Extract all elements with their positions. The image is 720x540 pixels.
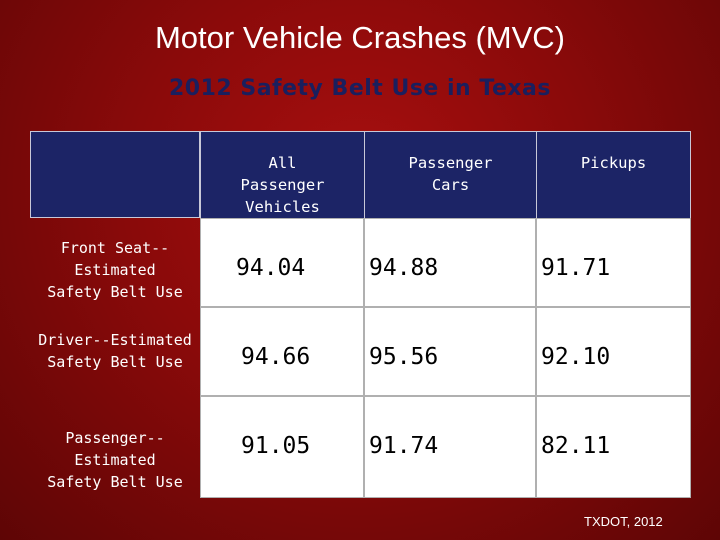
header-pickups: Pickups [536, 131, 691, 218]
cell-front-seat-pickups: 91.71 [536, 218, 691, 307]
header-line: Vehicles [245, 198, 320, 216]
safety-belt-table: All Passenger Vehicles Passenger Cars Pi… [30, 131, 691, 498]
cell-passenger-all: 91.05 [200, 396, 364, 498]
cell-front-seat-cars: 94.88 [364, 218, 536, 307]
header-passenger-cars: Passenger Cars [364, 131, 536, 218]
slide-title: Motor Vehicle Crashes (MVC) [154, 20, 565, 55]
row-label-driver: Driver--Estimated Safety Belt Use [30, 329, 200, 373]
header-line: All [268, 154, 297, 172]
row-label-line: Estimated [74, 451, 156, 469]
row-label-line: Safety Belt Use [47, 353, 183, 371]
row-label-line: Estimated [74, 261, 156, 279]
row-label-line: Safety Belt Use [47, 473, 183, 491]
row-label-line: Front Seat-- [60, 239, 170, 257]
row-label-line: Passenger-- [65, 429, 165, 447]
cell-driver-all: 94.66 [200, 307, 364, 396]
cell-passenger-pickups: 82.11 [536, 396, 691, 498]
slide-subtitle: 2012 Safety Belt Use in Texas [168, 76, 552, 101]
header-blank-cell [30, 131, 200, 218]
cell-front-seat-all: 94.04 [200, 218, 364, 307]
row-label-passenger: Passenger-- Estimated Safety Belt Use [30, 427, 200, 493]
cell-driver-cars: 95.56 [364, 307, 536, 396]
header-line: Cars [431, 176, 470, 194]
source-credit: TXDOT, 2012 [584, 514, 663, 529]
cell-passenger-cars: 91.74 [364, 396, 536, 498]
row-label-line: Driver--Estimated [38, 331, 192, 349]
header-line: Passenger [240, 176, 325, 194]
header-line: Passenger [408, 154, 493, 172]
cell-driver-pickups: 92.10 [536, 307, 691, 396]
row-label-front-seat: Front Seat-- Estimated Safety Belt Use [30, 237, 200, 303]
header-all-passenger-vehicles: All Passenger Vehicles [200, 131, 364, 218]
row-label-line: Safety Belt Use [47, 283, 183, 301]
header-line: Pickups [580, 154, 647, 172]
